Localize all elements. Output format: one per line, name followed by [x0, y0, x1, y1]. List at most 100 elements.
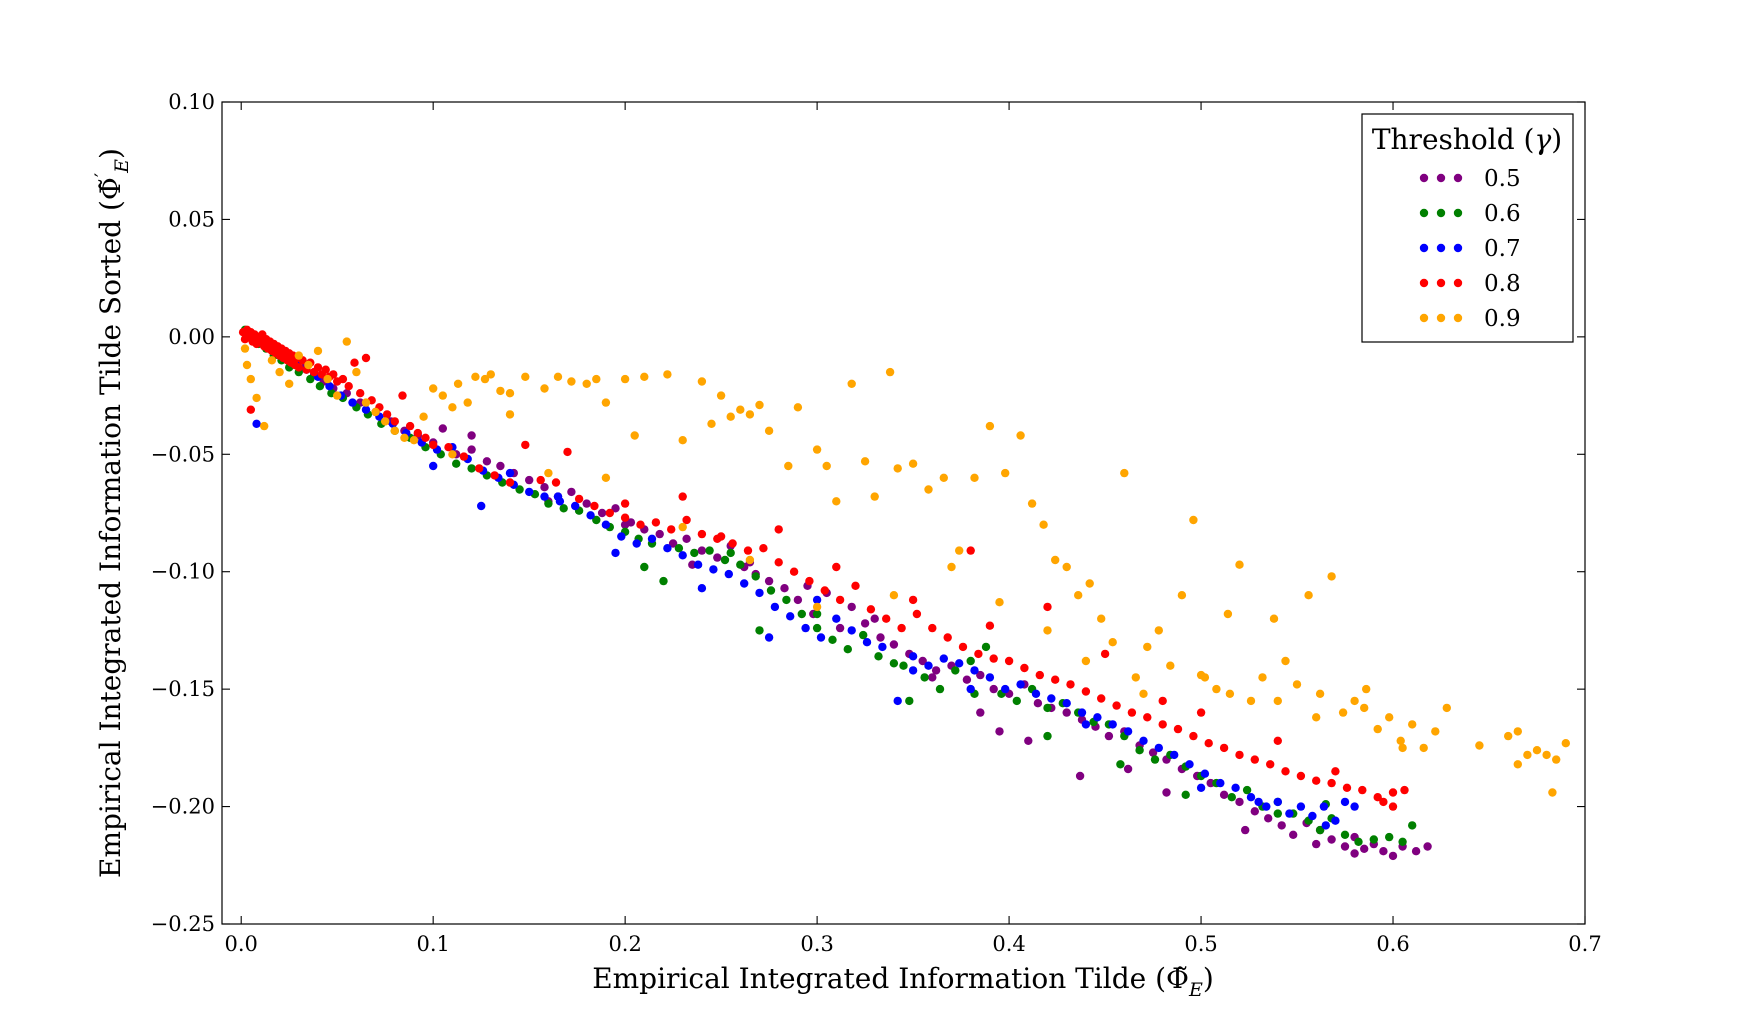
- data-point: [955, 546, 964, 555]
- data-point: [571, 501, 580, 511]
- data-point: [862, 638, 872, 647]
- data-point: [315, 382, 325, 391]
- data-point: [429, 461, 438, 471]
- data-point: [285, 379, 294, 388]
- data-point: [486, 370, 495, 379]
- data-point: [860, 619, 870, 628]
- legend-label: 0.5: [1484, 166, 1521, 192]
- data-point: [1131, 673, 1141, 682]
- data-point: [448, 403, 457, 412]
- data-point: [759, 544, 768, 553]
- data-point: [1241, 825, 1250, 835]
- x-tick-label: 0.7: [1568, 932, 1601, 956]
- data-point: [1166, 661, 1175, 670]
- data-point: [667, 525, 676, 534]
- data-point: [525, 487, 534, 497]
- data-point: [755, 588, 764, 598]
- legend-entry: 0.5: [1419, 166, 1521, 192]
- data-point: [1388, 802, 1398, 811]
- data-point: [390, 417, 399, 426]
- plot-frame: [221, 101, 1586, 925]
- data-point: [1342, 783, 1352, 792]
- data-point: [1043, 731, 1052, 741]
- data-point: [361, 405, 371, 414]
- data-point: [1398, 837, 1407, 846]
- data-point: [409, 436, 419, 445]
- data-point: [1408, 720, 1417, 729]
- data-point: [586, 511, 595, 520]
- data-point: [784, 461, 793, 471]
- data-point: [908, 459, 918, 468]
- legend-entry: 0.6: [1419, 201, 1521, 227]
- data-point: [1027, 499, 1037, 508]
- data-point: [726, 412, 735, 421]
- data-point: [405, 421, 415, 431]
- data-point: [267, 356, 277, 365]
- data-point: [611, 504, 620, 513]
- data-point: [812, 445, 822, 454]
- data-point: [1273, 736, 1283, 745]
- data-point: [632, 539, 641, 548]
- data-point: [1358, 785, 1367, 795]
- data-point: [1123, 727, 1133, 736]
- data-point: [745, 410, 755, 419]
- data-point: [1331, 767, 1340, 776]
- data-point: [1158, 720, 1167, 729]
- data-point: [847, 626, 856, 635]
- data-point: [551, 478, 561, 487]
- data-point: [1108, 720, 1117, 729]
- data-point: [1227, 793, 1237, 802]
- data-point: [995, 727, 1004, 736]
- legend-marker: [1419, 243, 1429, 253]
- data-point: [252, 393, 261, 403]
- data-point: [1001, 684, 1010, 694]
- data-point: [617, 532, 626, 541]
- data-point: [553, 372, 563, 381]
- data-point: [1504, 731, 1513, 741]
- data-point: [1185, 760, 1194, 769]
- data-point: [1411, 847, 1421, 856]
- data-point: [438, 391, 447, 400]
- data-point: [1104, 731, 1114, 741]
- data-point: [400, 433, 409, 442]
- data-point: [885, 367, 895, 377]
- legend-label: 0.8: [1484, 271, 1521, 297]
- legend: Threshold (γ) 0.5 0.6 0.7 0.8 0.9: [1361, 113, 1574, 343]
- data-point: [874, 652, 883, 661]
- data-point: [1177, 591, 1187, 600]
- data-point: [1423, 842, 1432, 851]
- data-point: [1408, 821, 1417, 830]
- data-point: [1262, 802, 1271, 811]
- data-point: [678, 551, 687, 560]
- data-point: [1123, 764, 1133, 774]
- data-point: [1216, 778, 1225, 788]
- data-point: [381, 417, 390, 426]
- data-point: [651, 518, 661, 527]
- data-point: [294, 363, 303, 372]
- data-point: [505, 389, 515, 398]
- data-point: [1532, 746, 1542, 755]
- data-point: [620, 499, 630, 508]
- data-point: [1327, 778, 1336, 788]
- data-point: [985, 421, 995, 431]
- data-point: [705, 546, 714, 555]
- data-point: [1354, 837, 1363, 846]
- data-point: [780, 584, 789, 593]
- data-point: [928, 623, 937, 633]
- data-point: [1085, 579, 1094, 588]
- data-point: [764, 426, 774, 435]
- data-point: [976, 670, 985, 680]
- data-point: [1273, 696, 1283, 706]
- data-point: [505, 468, 515, 478]
- data-point: [766, 586, 776, 595]
- data-point: [966, 684, 975, 694]
- data-point: [448, 450, 457, 459]
- data-point: [981, 642, 991, 652]
- data-point: [496, 461, 505, 471]
- data-point: [1552, 755, 1561, 764]
- data-point: [325, 382, 334, 391]
- data-point: [876, 633, 885, 642]
- data-point: [707, 419, 716, 428]
- series-0.6: [240, 325, 1417, 846]
- legend-marker: [1436, 208, 1446, 218]
